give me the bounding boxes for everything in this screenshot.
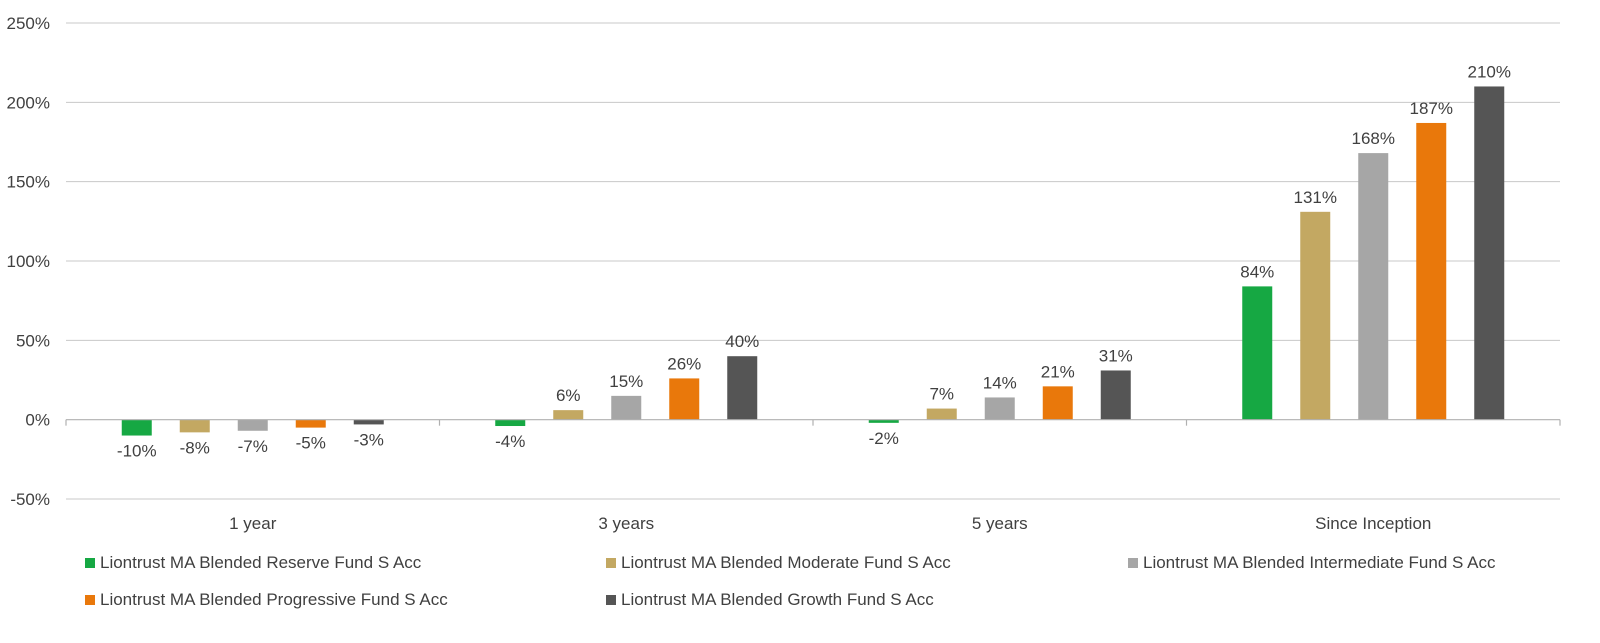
data-label: -8% [180,438,210,457]
y-tick-label: 200% [7,93,50,112]
gridlines [66,22,1560,500]
legend: Liontrust MA Blended Reserve Fund S Acc L… [85,553,1496,609]
data-label: 7% [929,385,954,404]
legend-label: Liontrust MA Blended Moderate Fund S Acc [621,553,951,572]
bar [353,419,384,425]
y-tick-label: 100% [7,252,50,271]
data-label: 84% [1240,262,1274,281]
legend-item: Liontrust MA Blended Progressive Fund S … [85,590,448,609]
bar [121,419,152,436]
bar [553,410,584,420]
y-tick-label: 150% [7,173,50,192]
legend-label: Liontrust MA Blended Intermediate Fund S… [1143,553,1496,572]
legend-item: Liontrust MA Blended Intermediate Fund S… [1128,553,1496,572]
legend-label: Liontrust MA Blended Growth Fund S Acc [621,590,934,609]
legend-swatch [606,595,616,605]
data-label: -5% [296,434,326,453]
data-label: 40% [725,332,759,351]
bar [1242,286,1273,420]
y-tick-label: 50% [16,331,50,350]
data-label: 31% [1099,346,1133,365]
bar [179,419,210,433]
bar [495,419,526,427]
legend-swatch [1128,558,1138,568]
bar [1042,386,1073,420]
x-category-label: Since Inception [1315,514,1431,533]
data-label: 6% [556,386,581,405]
y-tick-label: 250% [7,14,50,33]
legend-item: Liontrust MA Blended Growth Fund S Acc [606,590,934,609]
data-label: -7% [238,437,268,456]
bar [237,419,268,431]
legend-swatch [85,558,95,568]
data-label: 131% [1294,188,1337,207]
x-category-label: 5 years [972,514,1028,533]
legend-item: Liontrust MA Blended Moderate Fund S Acc [606,553,951,572]
x-category-label: 3 years [598,514,654,533]
bar [1416,122,1447,420]
y-axis-ticks: -50% 0% 50% 100% 150% 200% 250% [7,14,50,509]
legend-item: Liontrust MA Blended Reserve Fund S Acc [85,553,422,572]
bar [1474,86,1505,420]
bars [121,86,1505,436]
data-label: 15% [609,372,643,391]
bar [1300,211,1331,420]
bar [984,397,1015,420]
data-label: -2% [869,429,899,448]
bar [1358,153,1389,420]
data-label: 14% [983,373,1017,392]
data-label: 26% [667,354,701,373]
legend-swatch [85,595,95,605]
data-label: 187% [1410,99,1453,118]
bar [669,378,700,420]
legend-swatch [606,558,616,568]
bar [727,356,758,420]
bar [611,395,642,420]
data-labels: -10% -8% -7% -5% -3% -4% 6% 15% 26% 40% -2% 7% 14% 21… [117,62,1511,460]
bar [1100,370,1131,420]
x-category-label: 1 year [229,514,277,533]
legend-label: Liontrust MA Blended Progressive Fund S … [100,590,448,609]
bar [868,419,899,423]
data-label: 21% [1041,362,1075,381]
x-axis [65,419,1561,426]
x-axis-categories: 1 year 3 years 5 years Since Inception [229,514,1431,533]
data-label: 168% [1352,129,1395,148]
data-label: 210% [1468,62,1511,81]
data-label: -10% [117,442,157,461]
data-label: -4% [495,432,525,451]
legend-label: Liontrust MA Blended Reserve Fund S Acc [100,553,422,572]
y-tick-label: -50% [10,490,50,509]
bar [926,408,957,420]
y-tick-label: 0% [25,411,50,430]
bar [295,419,326,428]
data-label: -3% [354,430,384,449]
